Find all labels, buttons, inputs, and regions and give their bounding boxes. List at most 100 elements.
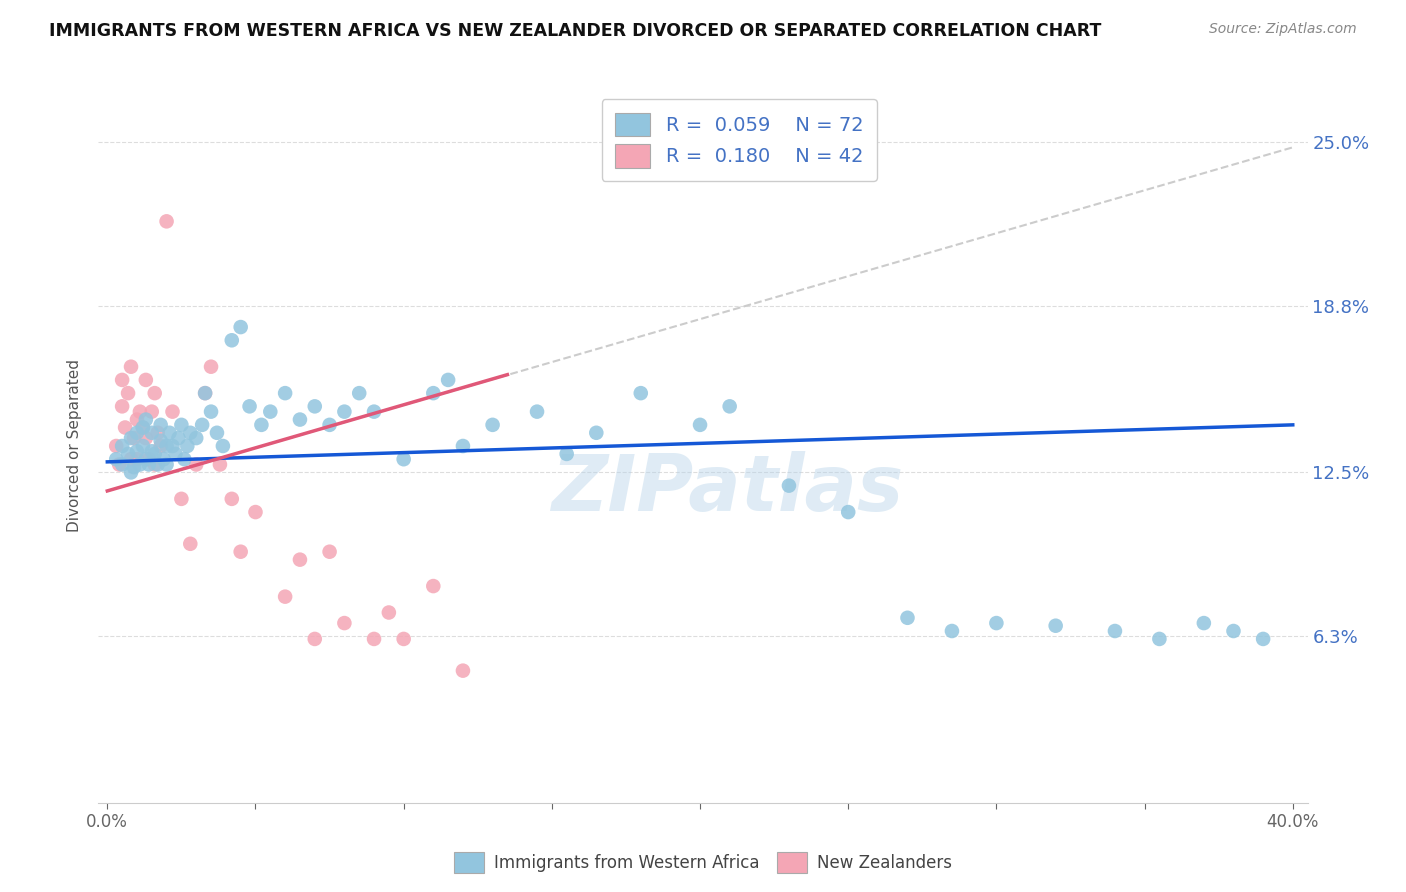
Point xyxy=(194,386,217,401)
Point xyxy=(481,417,503,432)
Point xyxy=(129,404,152,418)
Point xyxy=(718,400,741,414)
Point xyxy=(392,632,415,646)
Point xyxy=(165,447,187,461)
Point xyxy=(451,664,474,678)
Point xyxy=(526,404,548,418)
Point xyxy=(111,400,134,414)
Point xyxy=(108,458,131,472)
Point xyxy=(392,452,415,467)
Point xyxy=(159,425,181,440)
Point xyxy=(986,616,1008,631)
Point xyxy=(1045,618,1067,632)
Point xyxy=(221,333,243,347)
Point xyxy=(138,458,160,472)
Point xyxy=(132,420,155,434)
Point xyxy=(318,545,340,559)
Point xyxy=(186,431,208,445)
Point xyxy=(120,452,142,467)
Point xyxy=(363,632,385,646)
Point xyxy=(1149,632,1171,646)
Point xyxy=(304,400,326,414)
Point xyxy=(170,417,193,432)
Point xyxy=(179,537,201,551)
Point xyxy=(120,359,142,374)
Y-axis label: Divorced or Separated: Divorced or Separated xyxy=(67,359,83,533)
Point xyxy=(170,491,193,506)
Text: ZIPatlas: ZIPatlas xyxy=(551,450,903,527)
Text: IMMIGRANTS FROM WESTERN AFRICA VS NEW ZEALANDER DIVORCED OR SEPARATED CORRELATIO: IMMIGRANTS FROM WESTERN AFRICA VS NEW ZE… xyxy=(49,22,1101,40)
Point xyxy=(194,386,217,401)
Point xyxy=(304,632,326,646)
Point xyxy=(274,590,297,604)
Point xyxy=(132,439,155,453)
Point xyxy=(555,447,578,461)
Point xyxy=(451,439,474,453)
Point xyxy=(191,417,214,432)
Point xyxy=(221,491,243,506)
Point xyxy=(229,320,252,334)
Point xyxy=(200,404,222,418)
Point xyxy=(245,505,267,519)
Point xyxy=(146,425,169,440)
Point xyxy=(143,386,166,401)
Point xyxy=(122,460,145,475)
Point xyxy=(778,478,800,492)
Legend: R =  0.059    N = 72, R =  0.180    N = 42: R = 0.059 N = 72, R = 0.180 N = 42 xyxy=(602,99,877,181)
Point xyxy=(117,447,139,461)
Point xyxy=(111,439,134,453)
Point xyxy=(146,458,169,472)
Point xyxy=(318,417,340,432)
Point xyxy=(125,452,148,467)
Point xyxy=(378,606,401,620)
Point xyxy=(250,417,273,432)
Point xyxy=(630,386,652,401)
Point xyxy=(167,431,190,445)
Point xyxy=(1251,632,1274,646)
Point xyxy=(114,420,136,434)
Point xyxy=(422,386,444,401)
Point xyxy=(837,505,859,519)
Point xyxy=(176,439,198,453)
Point xyxy=(141,444,163,458)
Point xyxy=(333,404,356,418)
Point xyxy=(135,373,157,387)
Point xyxy=(143,447,166,461)
Point xyxy=(896,611,918,625)
Point xyxy=(200,359,222,374)
Point xyxy=(120,466,142,480)
Point xyxy=(111,373,134,387)
Point xyxy=(941,624,963,638)
Point xyxy=(135,412,157,426)
Point xyxy=(208,458,231,472)
Point xyxy=(239,400,262,414)
Point xyxy=(122,431,145,445)
Point xyxy=(422,579,444,593)
Point xyxy=(125,444,148,458)
Point xyxy=(259,404,281,418)
Point xyxy=(135,452,157,467)
Point xyxy=(125,425,148,440)
Point xyxy=(132,420,155,434)
Point xyxy=(1104,624,1126,638)
Point xyxy=(1192,616,1215,631)
Text: Source: ZipAtlas.com: Source: ZipAtlas.com xyxy=(1209,22,1357,37)
Point xyxy=(120,431,142,445)
Point xyxy=(141,404,163,418)
Point xyxy=(179,425,201,440)
Point xyxy=(143,458,166,472)
Point xyxy=(363,404,385,418)
Point xyxy=(152,452,174,467)
Point xyxy=(155,458,177,472)
Point xyxy=(437,373,460,387)
Point xyxy=(585,425,607,440)
Point xyxy=(135,431,157,445)
Point xyxy=(162,439,184,453)
Point xyxy=(205,425,228,440)
Legend: Immigrants from Western Africa, New Zealanders: Immigrants from Western Africa, New Zeal… xyxy=(447,846,959,880)
Point xyxy=(111,458,134,472)
Point xyxy=(173,452,195,467)
Point xyxy=(149,439,172,453)
Point xyxy=(141,425,163,440)
Point xyxy=(129,458,152,472)
